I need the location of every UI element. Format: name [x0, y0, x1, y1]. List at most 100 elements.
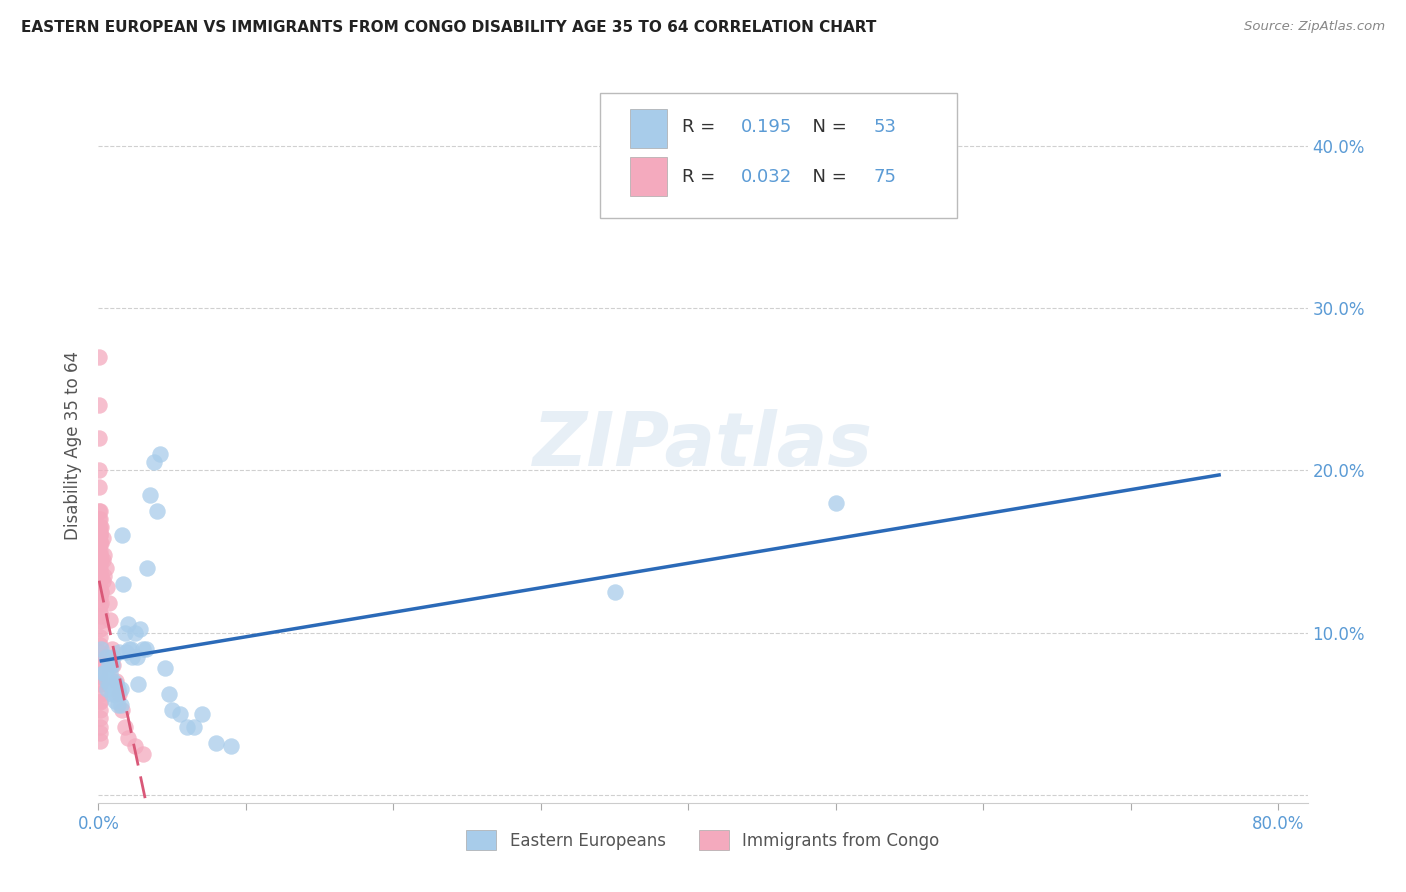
Point	[97, 596, 120, 610]
Point	[124, 625, 146, 640]
FancyBboxPatch shape	[630, 109, 666, 148]
Point	[91, 666, 114, 681]
Point	[101, 657, 124, 672]
Point	[117, 731, 139, 745]
Point	[89, 399, 111, 413]
Point	[89, 572, 111, 586]
Point	[136, 560, 159, 574]
Point	[89, 536, 111, 550]
Point	[89, 528, 111, 542]
Point	[89, 536, 111, 550]
Point	[94, 649, 117, 664]
Point	[89, 479, 111, 493]
Text: EASTERN EUROPEAN VS IMMIGRANTS FROM CONGO DISABILITY AGE 35 TO 64 CORRELATION CH: EASTERN EUROPEAN VS IMMIGRANTS FROM CONG…	[21, 20, 876, 35]
Point	[93, 666, 115, 681]
Point	[90, 596, 112, 610]
Point	[107, 698, 129, 713]
Point	[105, 674, 128, 689]
Point	[115, 645, 138, 659]
Point	[93, 568, 115, 582]
Text: 0.195: 0.195	[741, 118, 792, 136]
Point	[89, 350, 111, 364]
Point	[89, 645, 111, 659]
Point	[90, 609, 112, 624]
Point	[91, 552, 114, 566]
Text: R =: R =	[682, 168, 721, 186]
Text: Source: ZipAtlas.com: Source: ZipAtlas.com	[1244, 20, 1385, 33]
Point	[117, 617, 139, 632]
Point	[89, 653, 111, 667]
Point	[89, 614, 111, 628]
Point	[89, 524, 111, 539]
Point	[139, 488, 162, 502]
Point	[205, 736, 228, 750]
Point	[127, 677, 149, 691]
Point	[93, 548, 115, 562]
Point	[90, 520, 112, 534]
Point	[89, 661, 111, 675]
Point	[108, 645, 131, 659]
Point	[89, 639, 111, 653]
Point	[101, 649, 124, 664]
Point	[110, 698, 132, 713]
Point	[101, 674, 124, 689]
Point	[96, 682, 118, 697]
Point	[89, 693, 111, 707]
Point	[114, 720, 136, 734]
Point	[89, 548, 111, 562]
Text: R =: R =	[682, 118, 721, 136]
Point	[98, 666, 121, 681]
Y-axis label: Disability Age 35 to 64: Disability Age 35 to 64	[65, 351, 83, 541]
Point	[111, 528, 134, 542]
Text: 0.032: 0.032	[741, 168, 792, 186]
Point	[89, 564, 111, 578]
Point	[98, 677, 121, 691]
Point	[603, 585, 626, 599]
Point	[89, 504, 111, 518]
Point	[89, 520, 111, 534]
Point	[131, 641, 153, 656]
Point	[89, 528, 111, 542]
Text: N =: N =	[801, 118, 852, 136]
Point	[100, 657, 122, 672]
Point	[89, 695, 111, 709]
Point	[120, 641, 142, 656]
Point	[143, 455, 166, 469]
Point	[169, 706, 191, 721]
Text: 75: 75	[873, 168, 897, 186]
Point	[90, 585, 112, 599]
FancyBboxPatch shape	[630, 157, 666, 196]
Point	[89, 677, 111, 691]
Point	[128, 622, 150, 636]
Point	[105, 677, 128, 691]
Point	[94, 560, 117, 574]
Text: N =: N =	[801, 168, 852, 186]
Point	[89, 726, 111, 740]
Point	[100, 687, 122, 701]
Point	[121, 649, 143, 664]
Point	[89, 520, 111, 534]
Point	[89, 504, 111, 518]
Point	[89, 512, 111, 526]
Point	[110, 682, 132, 697]
Point	[176, 720, 198, 734]
Point	[135, 641, 157, 656]
Point	[89, 536, 111, 550]
Point	[89, 631, 111, 645]
Point	[89, 558, 111, 572]
Point	[90, 641, 112, 656]
Point	[89, 711, 111, 725]
FancyBboxPatch shape	[600, 93, 957, 218]
Point	[89, 720, 111, 734]
Point	[89, 606, 111, 620]
Point	[149, 447, 172, 461]
Point	[90, 568, 112, 582]
Point	[107, 682, 129, 697]
Point	[219, 739, 242, 753]
Point	[89, 548, 111, 562]
Point	[89, 544, 111, 558]
Point	[98, 613, 121, 627]
Point	[157, 687, 180, 701]
Point	[89, 734, 111, 748]
Point	[89, 463, 111, 477]
